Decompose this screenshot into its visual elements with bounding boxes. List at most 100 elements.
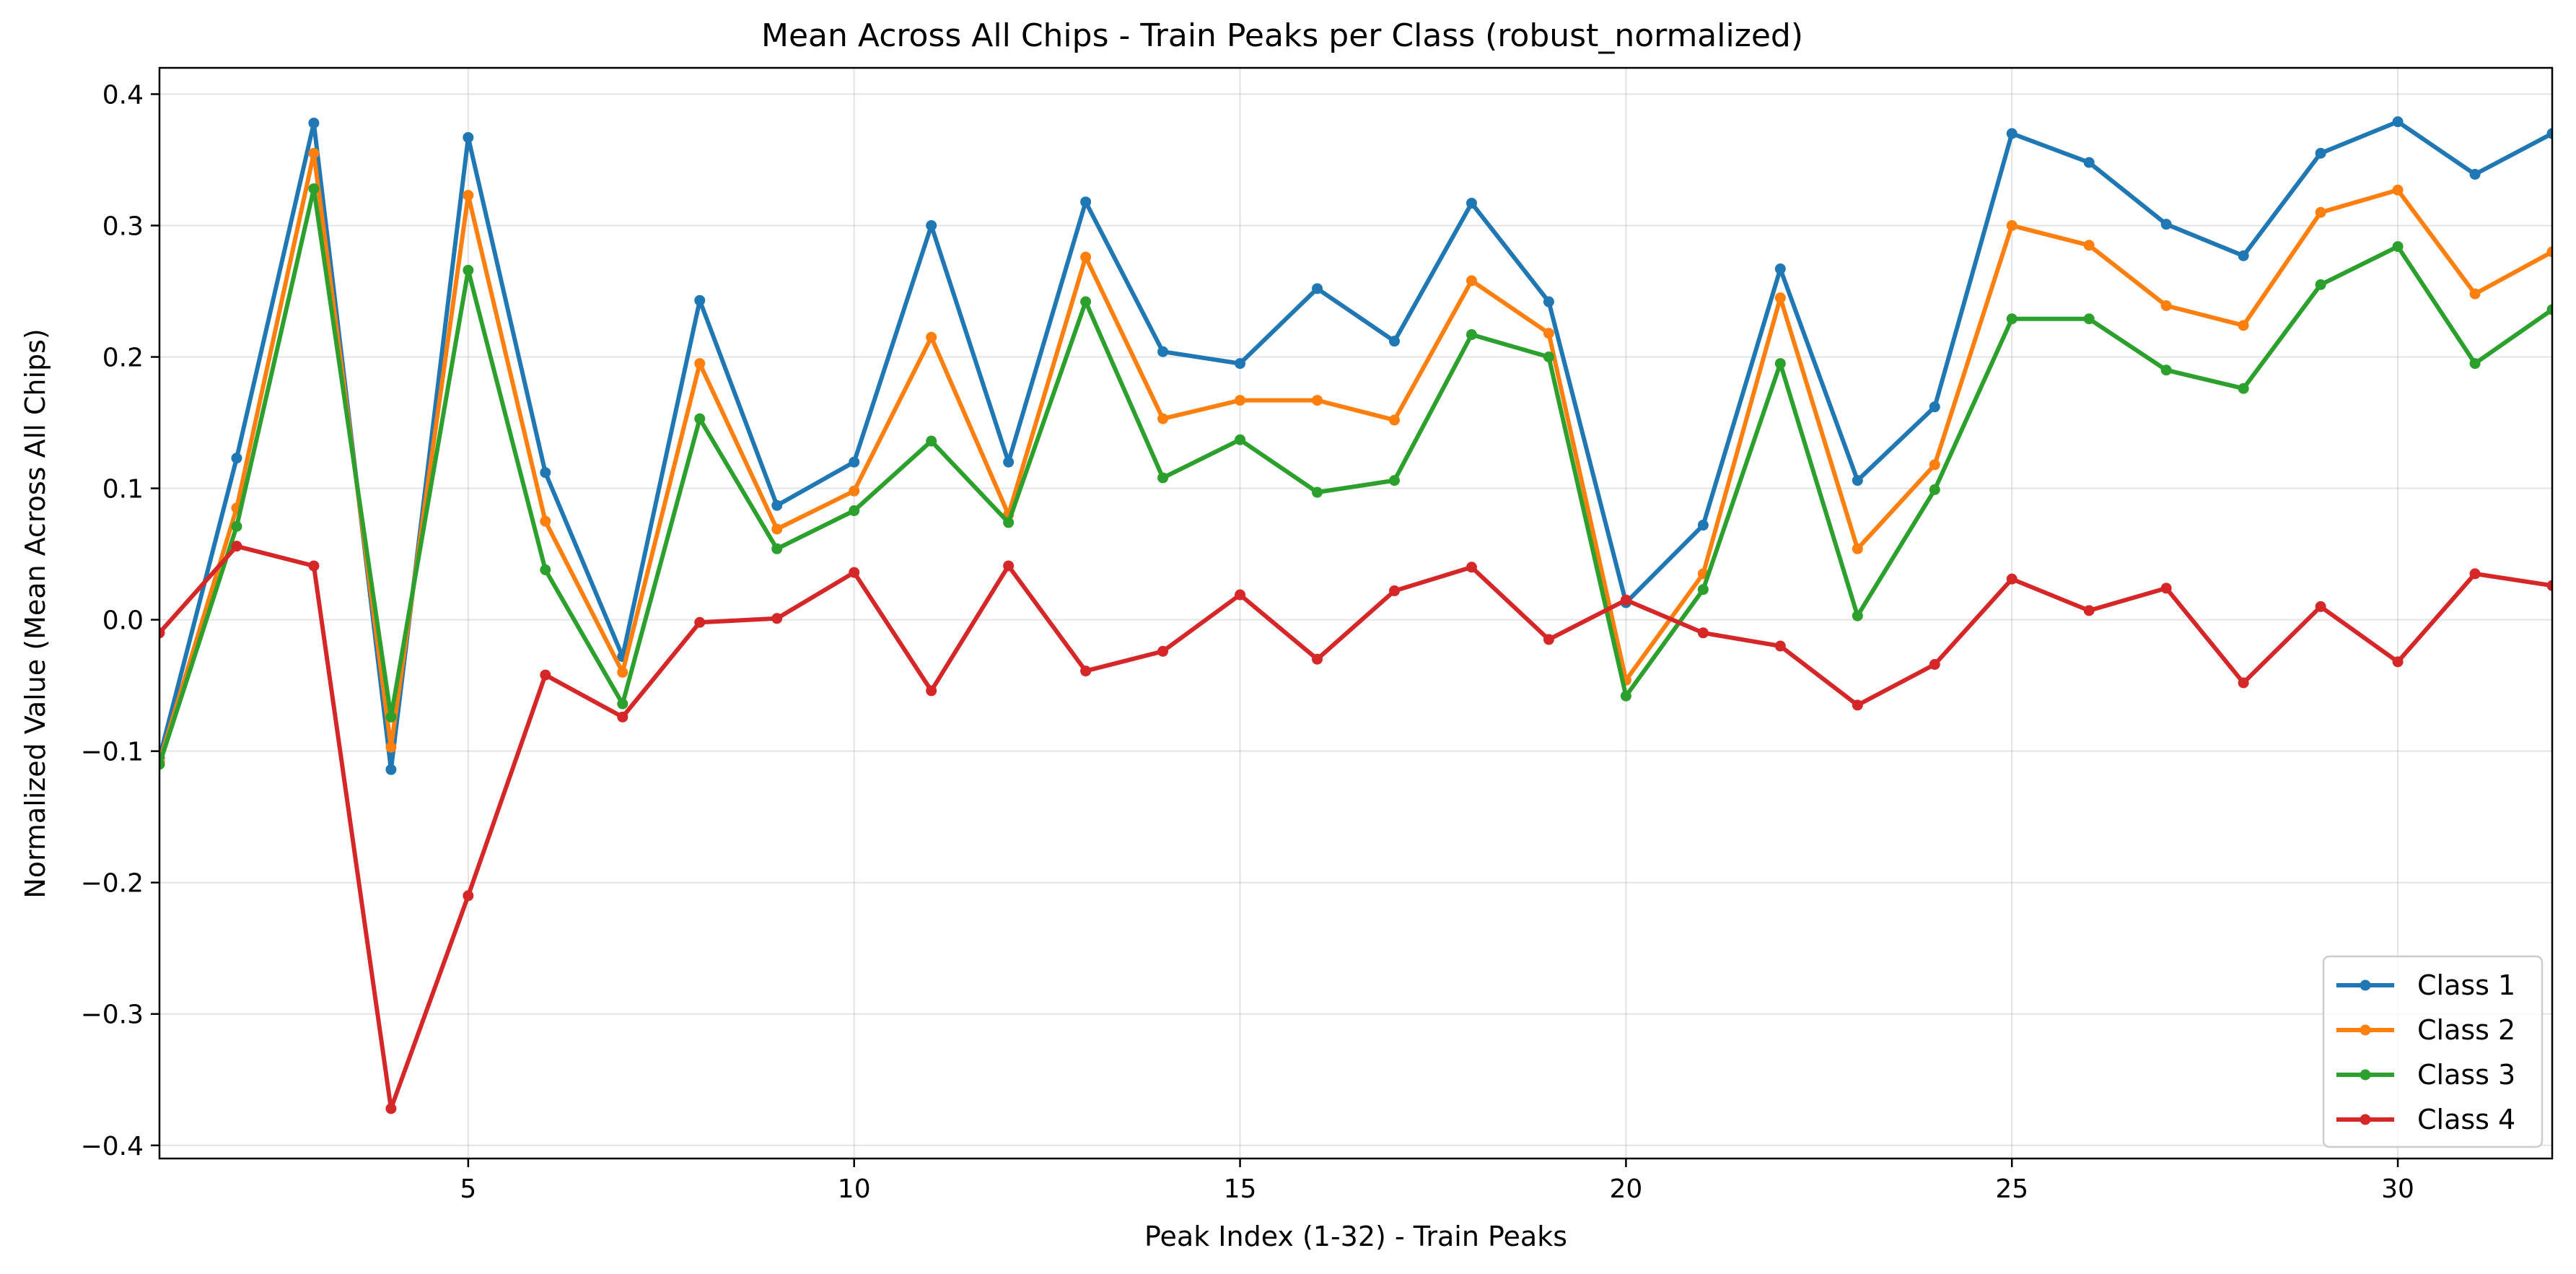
data-point [1543, 352, 1554, 363]
data-point [385, 1103, 397, 1114]
x-tick-label: 15 [1224, 1174, 1257, 1204]
legend-label: Class 4 [2417, 1104, 2515, 1135]
data-point [1466, 275, 1477, 287]
data-point [1080, 251, 1092, 263]
data-point [2469, 358, 2481, 370]
data-point [1003, 517, 1015, 528]
data-point [849, 505, 860, 517]
data-point [2315, 601, 2326, 612]
data-point [540, 564, 551, 575]
legend-marker [2360, 980, 2371, 991]
data-point [2083, 240, 2095, 251]
data-point [1312, 653, 1323, 665]
data-point [617, 666, 628, 678]
y-tick-label: 0.1 [102, 475, 144, 505]
data-point [308, 560, 320, 572]
data-point [2006, 313, 2018, 325]
data-point [771, 523, 783, 535]
data-point [463, 190, 474, 201]
data-point [926, 331, 937, 343]
data-point [385, 764, 397, 775]
data-point [694, 616, 706, 628]
plot-frame [158, 66, 2554, 1160]
x-tick-label: 10 [838, 1174, 871, 1204]
legend-label: Class 2 [2417, 1014, 2515, 1046]
y-tick-label: −0.4 [81, 1132, 144, 1161]
data-point [231, 541, 242, 552]
data-point [1620, 690, 1631, 702]
data-point [1388, 336, 1400, 347]
data-point [1080, 296, 1092, 307]
data-point [617, 711, 628, 723]
data-point [926, 435, 937, 447]
chart-title: Mean Across All Chips - Train Peaks per … [761, 17, 1803, 54]
data-point [694, 413, 706, 424]
data-point [1388, 414, 1400, 426]
series-line-1 [159, 119, 2552, 772]
data-point [1388, 475, 1400, 487]
data-point [308, 147, 320, 159]
data-point [2469, 568, 2481, 580]
data-point [1774, 358, 1786, 370]
legend-label: Class 3 [2417, 1059, 2515, 1091]
data-point [2238, 383, 2249, 394]
y-tick-label: 0.0 [102, 606, 144, 636]
data-point [385, 711, 397, 723]
data-point [2392, 241, 2404, 253]
data-point [2238, 320, 2249, 331]
data-point [2469, 168, 2481, 180]
data-point [2006, 573, 2018, 585]
data-point [2160, 219, 2172, 230]
legend-marker [2360, 1114, 2371, 1125]
data-point [231, 453, 242, 464]
data-point [1697, 520, 1709, 531]
data-point [1157, 645, 1169, 657]
series-3 [159, 183, 2552, 770]
legend: Class 1 Class 2 Class 3 Class 4 [2322, 955, 2544, 1148]
legend-item: Class 3 [2336, 1059, 2515, 1091]
data-point [308, 117, 320, 128]
data-point [159, 759, 165, 770]
data-point [1929, 658, 1940, 670]
y-tick-label: −0.1 [81, 738, 144, 767]
series-line-3 [159, 186, 2552, 767]
data-point [2238, 677, 2249, 689]
y-tick-label: −0.2 [81, 869, 144, 899]
data-point [1697, 627, 1709, 639]
y-tick-label: 0.4 [102, 80, 144, 110]
data-point [1466, 198, 1477, 209]
data-point [1466, 562, 1477, 573]
data-point [2546, 580, 2552, 591]
y-axis-label: Normalized Value (Mean Across All Chips) [19, 328, 51, 898]
data-point [2392, 656, 2404, 668]
legend-item: Class 1 [2336, 969, 2515, 1001]
data-point [849, 485, 860, 497]
data-point [1929, 401, 1940, 413]
data-point [1235, 434, 1246, 445]
data-point [2546, 304, 2552, 315]
x-tick-label: 30 [2381, 1174, 2414, 1204]
data-point [1852, 610, 1863, 621]
series-layer [159, 116, 2552, 1114]
data-point [540, 669, 551, 681]
data-point [2160, 583, 2172, 594]
data-point [926, 219, 937, 231]
data-point [540, 467, 551, 479]
data-point [1157, 413, 1169, 424]
x-tick-label: 5 [460, 1174, 476, 1204]
y-tick-label: −0.3 [81, 1000, 144, 1030]
series-line-4 [159, 544, 2552, 1111]
data-point [1003, 456, 1015, 468]
data-point [1312, 487, 1323, 498]
data-point [617, 698, 628, 710]
data-point [1235, 358, 1246, 370]
legend-item: Class 2 [2336, 1014, 2515, 1046]
legend-box [2322, 955, 2544, 1148]
data-point [2160, 300, 2172, 312]
data-point [771, 543, 783, 554]
data-point [1852, 543, 1863, 554]
data-point [1003, 560, 1015, 572]
series-1 [159, 116, 2552, 775]
data-point [1929, 459, 1940, 471]
x-axis-label: Peak Index (1-32) - Train Peaks [1144, 1221, 1567, 1252]
